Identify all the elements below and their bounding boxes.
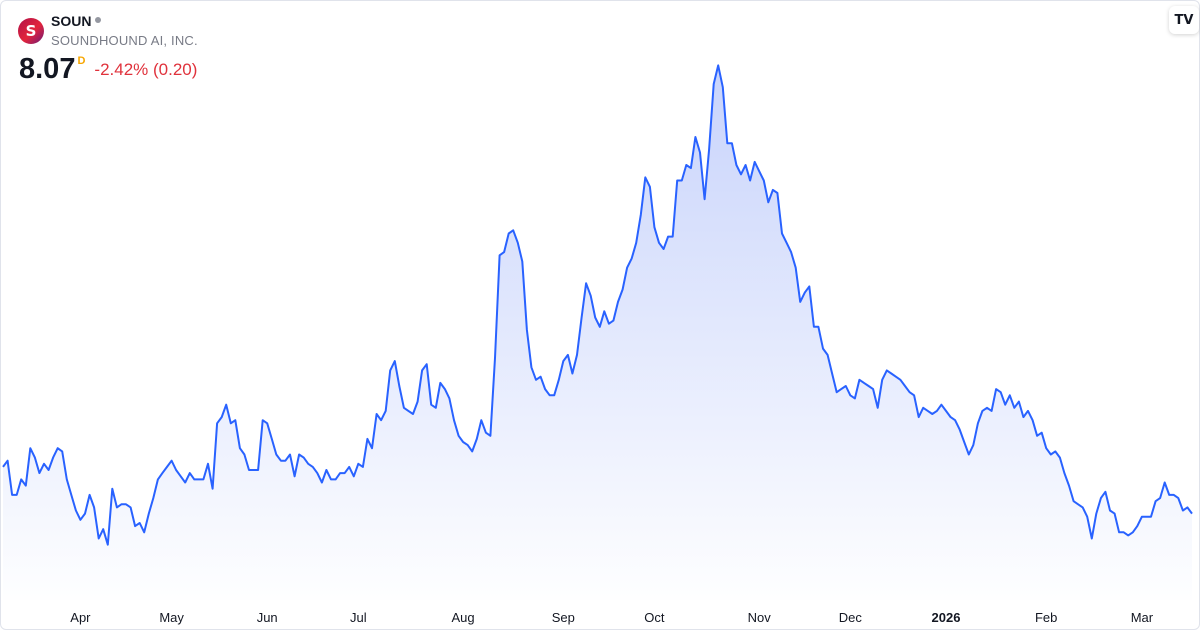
logo-letter: S: [25, 22, 37, 40]
x-tick-label: Mar: [1131, 610, 1154, 625]
tradingview-logo-text: TV: [1174, 12, 1194, 28]
price-row: 8.07 D -2.42% (0.20): [19, 53, 197, 86]
x-tick-label: May: [159, 610, 184, 625]
market-status-dot-icon: [95, 17, 102, 24]
x-axis: Apr May Jun Jul Aug Sep Oct Nov Dec 2026 Feb Mar: [70, 610, 1153, 625]
delayed-marker: D: [77, 55, 86, 67]
x-tick-label: Jul: [350, 610, 367, 625]
x-tick-label: Jun: [257, 610, 278, 625]
price-area-fill: [3, 65, 1192, 600]
ticker-label: SOUN: [51, 13, 92, 29]
x-tick-label: Feb: [1035, 610, 1057, 625]
company-name: SOUNDHOUND AI, INC.: [51, 33, 198, 48]
x-tick-label: Sep: [552, 610, 575, 625]
tradingview-logo-icon[interactable]: TV: [1169, 6, 1199, 34]
price-change: -2.42% (0.20): [94, 60, 198, 79]
x-tick-label: Apr: [70, 610, 91, 625]
x-tick-label: Aug: [452, 610, 475, 625]
x-tick-label: Dec: [839, 610, 863, 625]
x-tick-label: Oct: [644, 610, 665, 625]
x-tick-label: 2026: [932, 610, 961, 625]
company-logo-icon: S: [18, 18, 44, 44]
ticker-symbol[interactable]: SOUN: [51, 13, 102, 29]
x-tick-label: Nov: [748, 610, 772, 625]
price-line: [2, 64, 1193, 546]
last-price: 8.07: [19, 53, 76, 85]
